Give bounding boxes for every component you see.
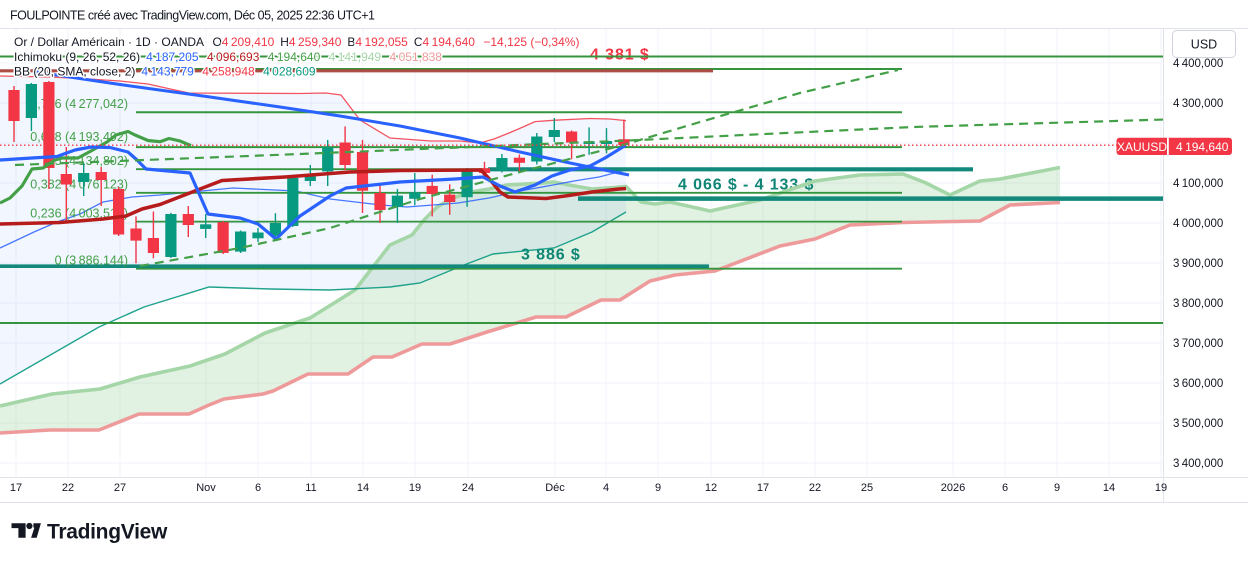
svg-text:USD: USD: [1191, 38, 1217, 52]
svg-text:4 066 $ - 4 133 $: 4 066 $ - 4 133 $: [678, 177, 814, 194]
svg-text:27: 27: [114, 482, 126, 494]
svg-text:0,382 (4 076,123): 0,382 (4 076,123): [30, 178, 128, 192]
svg-text:22: 22: [809, 482, 821, 494]
svg-text:14: 14: [357, 482, 369, 494]
svg-text:19: 19: [1155, 482, 1167, 494]
svg-text:17: 17: [757, 482, 769, 494]
svg-text:2026: 2026: [941, 482, 965, 494]
svg-text:6: 6: [255, 482, 261, 494]
svg-text:Déc: Déc: [545, 482, 565, 494]
svg-text:3 886 $: 3 886 $: [521, 247, 581, 264]
svg-text:0,618 (4 193,492): 0,618 (4 193,492): [30, 130, 128, 144]
svg-text:4 100,000: 4 100,000: [1173, 178, 1223, 190]
svg-text:4 194,640: 4 194,640: [1176, 140, 1229, 154]
svg-text:3 800,000: 3 800,000: [1173, 298, 1223, 310]
svg-text:FOULPOINTE créé avec TradingVi: FOULPOINTE créé avec TradingView.com, Dé…: [10, 9, 375, 23]
svg-text:19: 19: [409, 482, 421, 494]
svg-text:11: 11: [305, 482, 316, 494]
svg-text:Or / Dollar Américain · 1D · O: Or / Dollar Américain · 1D · OANDA O4 20…: [14, 35, 579, 49]
svg-text:4 400,000: 4 400,000: [1173, 58, 1223, 70]
svg-text:BB (20, SMA, close, 2) 4 143,7: BB (20, SMA, close, 2) 4 143,779 4 258,9…: [14, 65, 316, 79]
svg-text:22: 22: [62, 482, 74, 494]
svg-text:25: 25: [861, 482, 873, 494]
svg-text:0,786 (4 277,042): 0,786 (4 277,042): [30, 97, 128, 111]
svg-text:12: 12: [705, 482, 717, 494]
svg-text:24: 24: [462, 482, 474, 494]
svg-text:Ichimoku (9, 26, 52, 26) 4 187: Ichimoku (9, 26, 52, 26) 4 187,205 4 096…: [14, 50, 442, 64]
svg-text:3 500,000: 3 500,000: [1173, 418, 1223, 430]
svg-text:3 700,000: 3 700,000: [1173, 338, 1223, 350]
svg-text:9: 9: [1054, 482, 1060, 494]
svg-text:3 600,000: 3 600,000: [1173, 378, 1223, 390]
svg-text:4 000,000: 4 000,000: [1173, 218, 1223, 230]
svg-text:4: 4: [603, 482, 609, 494]
svg-text:4 300,000: 4 300,000: [1173, 98, 1223, 110]
svg-text:14: 14: [1103, 482, 1115, 494]
svg-text:9: 9: [655, 482, 661, 494]
svg-text:XAUUSD: XAUUSD: [1117, 140, 1167, 154]
svg-text:Nov: Nov: [196, 482, 216, 494]
svg-text:4 381 $: 4 381 $: [590, 47, 650, 64]
svg-text:3 400,000: 3 400,000: [1173, 458, 1223, 470]
svg-text:0,236 (4 003,513): 0,236 (4 003,513): [30, 206, 128, 220]
svg-text:3 900,000: 3 900,000: [1173, 258, 1223, 270]
svg-text:17: 17: [10, 482, 22, 494]
svg-text:6: 6: [1002, 482, 1008, 494]
svg-text:0 (3 886,144): 0 (3 886,144): [55, 253, 128, 267]
svg-text:TradingView: TradingView: [47, 521, 168, 544]
